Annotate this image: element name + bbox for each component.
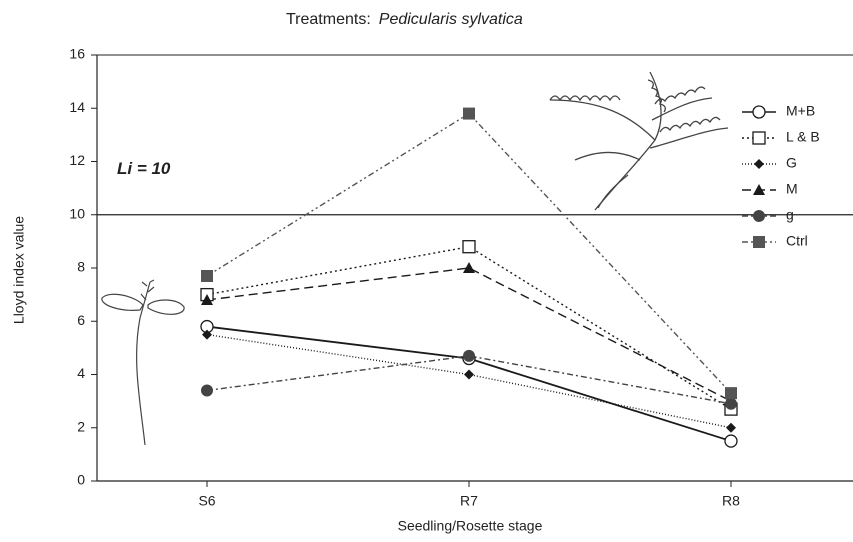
data-point	[463, 349, 475, 362]
chart-title: Treatments: Pedicularis sylvatica	[286, 11, 523, 28]
x-axis-label: Seedling/Rosette stage	[398, 518, 543, 534]
data-point	[725, 397, 737, 410]
legend-marker	[753, 210, 765, 222]
y-tick-label: 10	[69, 205, 85, 221]
seedling-illustration	[101, 279, 185, 446]
title-lead: Treatments:	[286, 11, 371, 28]
y-tick-label: 4	[77, 365, 85, 381]
x-tick-label: S6	[198, 493, 215, 509]
data-point	[201, 293, 213, 305]
y-axis-label: Lloyd index value	[11, 216, 27, 324]
legend-marker	[753, 236, 765, 248]
y-tick-label: 2	[77, 418, 85, 434]
data-point	[464, 369, 474, 380]
legend-marker	[753, 184, 765, 195]
data-point	[462, 240, 476, 254]
y-tick-label: 14	[69, 99, 85, 115]
y-tick-label: 12	[69, 152, 85, 168]
data-point	[726, 422, 736, 433]
legend-label: g	[786, 207, 794, 223]
x-tick-label: R8	[722, 493, 740, 509]
series-line	[206, 267, 732, 402]
y-tick-label: 8	[77, 259, 85, 275]
legend-marker	[752, 105, 766, 119]
legend-label: M+B	[786, 103, 815, 119]
series-line	[206, 325, 732, 442]
y-tick-label: 6	[77, 312, 85, 328]
reference-label: Li = 10	[117, 159, 171, 178]
title-species: Pedicularis sylvatica	[379, 11, 523, 28]
series-line	[206, 333, 732, 429]
legend-label: Ctrl	[786, 233, 808, 249]
legend-label: L & B	[786, 129, 820, 145]
legend-marker	[754, 159, 764, 169]
y-tick-label: 16	[69, 46, 85, 62]
data-point	[724, 434, 738, 448]
x-tick-label: R7	[460, 493, 478, 509]
legend-marker	[752, 131, 766, 145]
data-point	[201, 384, 213, 397]
data-point	[463, 107, 475, 120]
series-line	[206, 355, 732, 405]
data-point	[463, 262, 475, 273]
legend-label: M	[786, 181, 798, 197]
fern-illustration	[549, 71, 729, 211]
legend-label: G	[786, 155, 797, 171]
legend: M+B L & B GMg Ctrl	[742, 103, 820, 249]
data-point	[725, 387, 737, 400]
y-tick-label: 0	[77, 472, 85, 488]
data-point	[201, 269, 213, 282]
data-point	[202, 329, 212, 340]
